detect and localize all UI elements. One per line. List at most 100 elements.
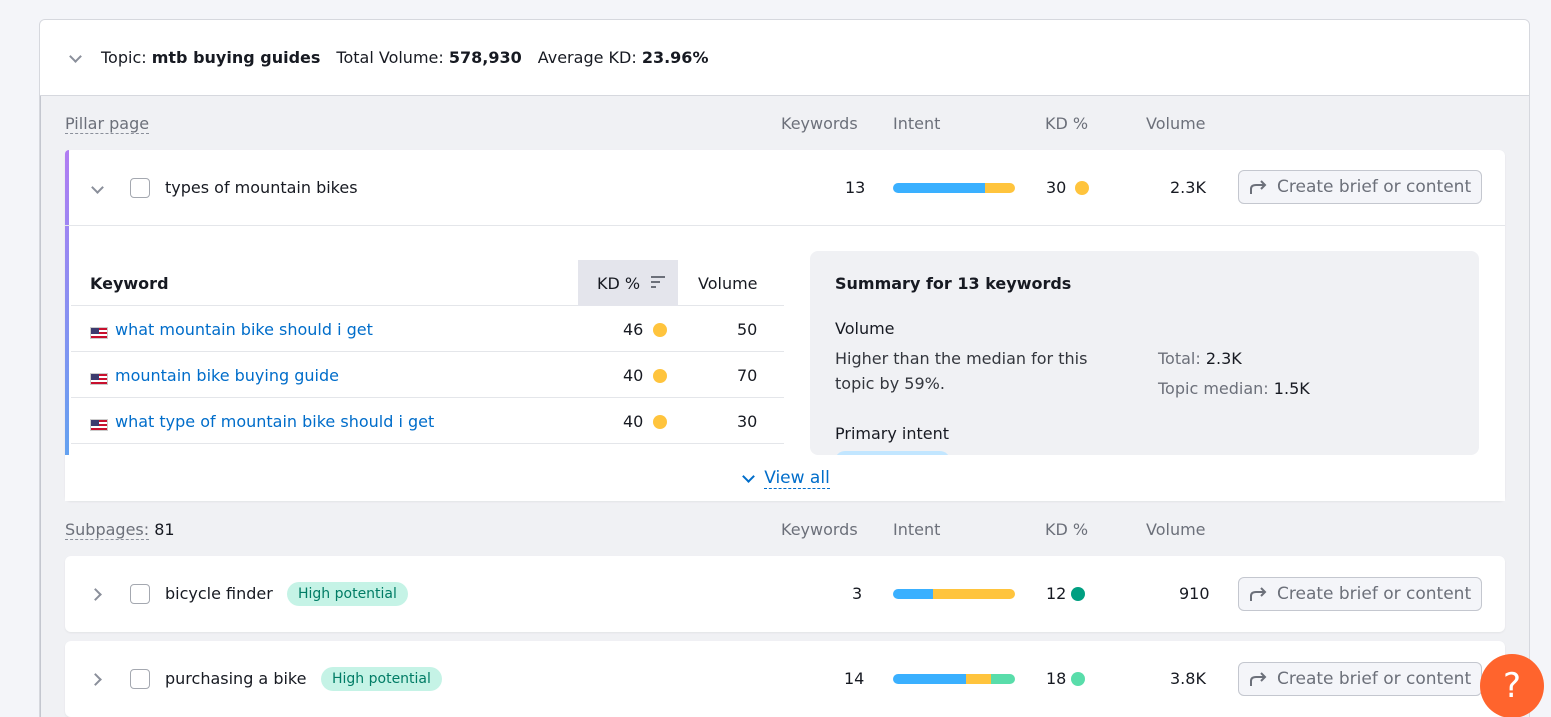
pillar-title: types of mountain bikes [165,178,358,197]
topic-header[interactable]: Topic: mtb buying guides Total Volume: 5… [40,20,1529,96]
topic-panel: Topic: mtb buying guides Total Volume: 5… [39,19,1530,717]
us-flag-icon [90,418,108,431]
pillar-accent [65,150,69,501]
keyword-link[interactable]: what type of mountain bike should i get [115,412,435,431]
keyword-summary: Summary for 13 keywords Volume Higher th… [810,251,1479,455]
summary-volume-text-1: Higher than the median for this [835,349,1088,368]
pillar-page-label[interactable]: Pillar page [65,114,150,134]
share-arrow-icon [1250,587,1267,601]
sort-icon[interactable] [651,276,665,288]
col-intent: Intent [893,114,941,133]
subpage-card: bicycle finder High potential 3 12 910 C… [65,556,1505,632]
header-kd-sorted[interactable] [578,260,678,306]
high-potential-badge: High potential [321,667,442,691]
kd-dot [1071,672,1085,686]
header-volume: Volume [698,274,758,293]
chevron-right-icon[interactable] [89,671,105,687]
subpage-row[interactable]: purchasing a bike High potential 14 18 3… [65,641,1505,717]
create-brief-button[interactable]: Create brief or content [1238,170,1483,204]
subpages-count: 81 [154,520,175,539]
us-flag-icon [90,326,108,339]
us-flag-icon [90,372,108,385]
create-brief-button[interactable]: Create brief or content [1238,577,1483,611]
pillar-card: types of mountain bikes 13 30 2.3K Creat… [65,150,1505,501]
subpages-header: Subpages: 81 [65,520,175,540]
kd-dot [653,323,667,337]
keyword-table: Keyword KD % Volume what mountain bike s… [71,260,784,444]
keyword-link[interactable]: mountain bike buying guide [115,366,339,385]
create-brief-button[interactable]: Create brief or content [1238,662,1483,696]
summary-volume-heading: Volume [835,319,895,338]
chevron-down-icon[interactable] [67,50,83,66]
keyword-volume: 50 [737,320,758,339]
summary-total-label: Total: [1158,349,1201,368]
subpage-volume: 3.8K [1170,669,1206,688]
summary-intent-heading: Primary intent [835,424,950,443]
col-keywords: Keywords [781,114,858,133]
col-keywords: Keywords [781,520,858,539]
topic-label: Topic: [101,48,147,67]
pillar-keywords: 13 [845,178,866,197]
topic-name: mtb buying guides [151,48,321,67]
primary-intent-badge [835,451,950,455]
subpage-row[interactable]: bicycle finder High potential 3 12 910 C… [65,556,1505,632]
intent-transactional [990,674,1015,684]
subpage-kd: 18 [1046,669,1067,688]
subpage-kd: 12 [1046,584,1067,603]
summary-volume-text-2: topic by 59%. [835,374,945,393]
keyword-row[interactable]: what type of mountain bike should i get … [71,398,784,444]
subpage-volume: 910 [1179,584,1210,603]
share-arrow-icon [1250,180,1267,194]
summary-total-value: 2.3K [1205,349,1242,368]
kd-dot [1071,587,1085,601]
tree-line [40,96,41,717]
total-volume-value: 578,930 [448,48,522,67]
summary-median-label: Topic median: [1158,379,1269,398]
intent-informational [893,674,967,684]
col-kd: KD % [1045,520,1089,539]
create-brief-label: Create brief or content [1277,177,1472,197]
keyword-row[interactable]: what mountain bike should i get 46 50 [71,306,784,352]
view-all-link[interactable]: View all [764,467,830,489]
keyword-volume: 30 [737,412,758,431]
subpage-keywords: 14 [844,669,865,688]
pillar-intent-bar [893,183,1015,193]
subpages-label[interactable]: Subpages: [65,520,150,540]
summary-median-value: 1.5K [1273,379,1310,398]
total-volume-label: Total Volume: [336,48,444,67]
keyword-volume: 70 [737,366,758,385]
col-volume: Volume [1146,520,1206,539]
pillar-checkbox[interactable] [130,178,150,198]
keyword-row[interactable]: mountain bike buying guide 40 70 [71,352,784,398]
keyword-kd: 40 [623,412,644,431]
subpage-title: bicycle finder [165,584,273,603]
pillar-volume: 2.3K [1170,178,1206,197]
kd-dot [1075,181,1089,195]
create-brief-label: Create brief or content [1277,669,1472,689]
subpage-checkbox[interactable] [130,584,150,604]
keyword-kd: 40 [623,366,644,385]
avg-kd-label: Average KD: [537,48,637,67]
col-intent: Intent [893,520,941,539]
create-brief-label: Create brief or content [1277,584,1472,604]
chevron-right-icon[interactable] [89,586,105,602]
col-kd: KD % [1045,114,1089,133]
kd-dot [653,415,667,429]
summary-title: Summary for 13 keywords [835,274,1072,293]
subpage-intent-bar [893,589,1015,599]
chevron-down-icon[interactable] [740,470,756,486]
pillar-kd: 30 [1046,178,1067,197]
view-all-bar: View all [65,455,1505,501]
pillar-row[interactable]: types of mountain bikes 13 30 2.3K Creat… [65,150,1505,226]
keyword-link[interactable]: what mountain bike should i get [115,320,373,339]
subpage-card: purchasing a bike High potential 14 18 3… [65,641,1505,717]
help-button[interactable]: ? [1480,654,1544,717]
intent-commercial [984,183,1015,193]
header-keyword: Keyword [90,274,169,293]
subpage-keywords: 3 [852,584,863,603]
header-kd[interactable]: KD % [597,274,641,293]
kd-dot [653,369,667,383]
subpage-checkbox[interactable] [130,669,150,689]
avg-kd-value: 23.96% [641,48,709,67]
chevron-down-icon[interactable] [89,181,105,197]
